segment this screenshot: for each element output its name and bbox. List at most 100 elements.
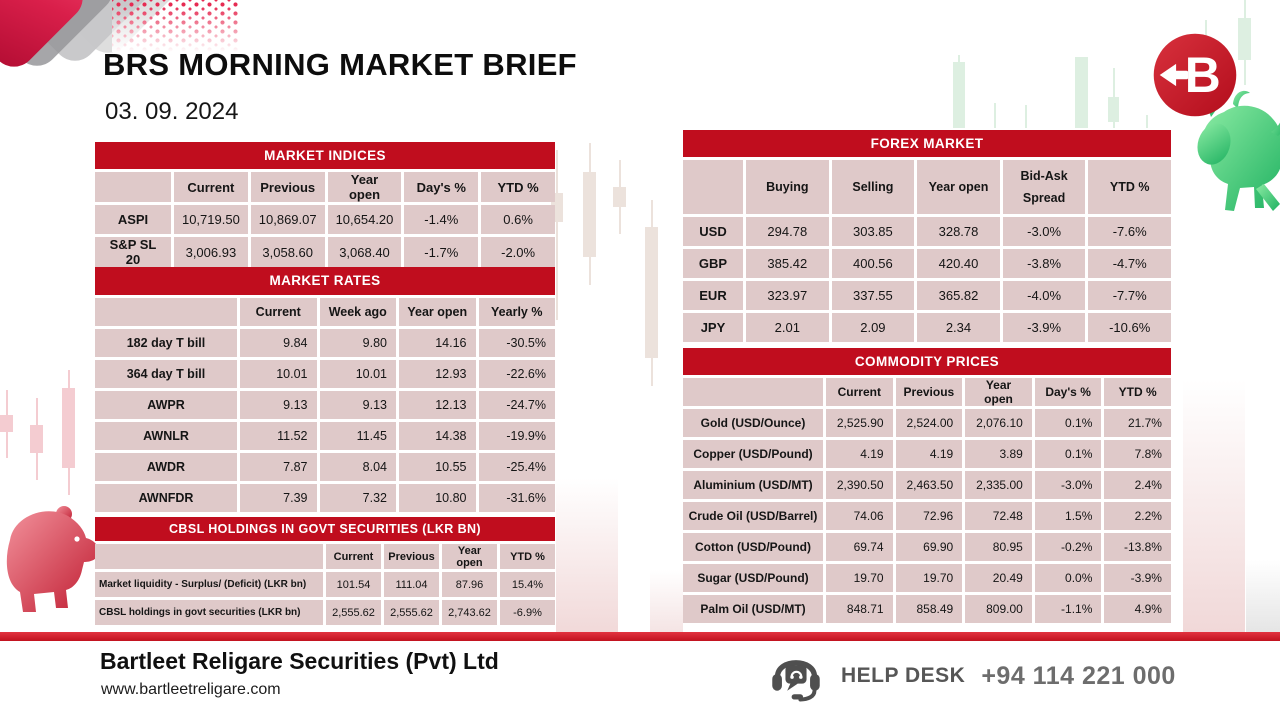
- page-title: BRS MORNING MARKET BRIEF: [103, 47, 577, 82]
- value-cell: -1.7%: [404, 237, 479, 267]
- row-label: Gold (USD/Ounce): [683, 409, 823, 437]
- value-cell: 80.95: [965, 533, 1032, 561]
- value-cell: 2,390.50: [826, 471, 893, 499]
- value-cell: 303.85: [831, 217, 915, 246]
- value-cell: 4.19: [895, 440, 963, 468]
- row-label: JPY: [683, 313, 743, 342]
- value-cell: 3,058.60: [250, 237, 325, 267]
- help-desk-phone: +94 114 221 000: [981, 661, 1176, 690]
- row-label: GBP: [683, 249, 743, 278]
- corner-cell: [95, 544, 323, 569]
- value-cell: 10,869.07: [250, 205, 325, 234]
- value-cell: 9.13: [240, 391, 317, 419]
- value-cell: -19.9%: [478, 422, 555, 450]
- value-cell: 10,719.50: [174, 205, 248, 234]
- value-cell: 2,743.62: [442, 600, 497, 625]
- cbsl-holdings-grid: Current Previous Year open YTD % Market liqu…: [95, 544, 555, 625]
- value-cell: 11.52: [240, 422, 317, 450]
- value-cell: 848.71: [826, 595, 893, 623]
- value-cell: 1.5%: [1034, 502, 1102, 530]
- row-label: USD: [683, 217, 743, 246]
- value-cell: 69.74: [826, 533, 893, 561]
- value-cell: 101.54: [326, 572, 381, 597]
- column-header: Year open: [965, 378, 1032, 406]
- commodity-prices-table: COMMODITY PRICES Current Previous Year ope…: [683, 348, 1171, 623]
- column-header: Year open: [399, 298, 476, 326]
- candlestick-decoration: [0, 390, 13, 458]
- website-url: www.bartleetreligare.com: [101, 681, 281, 698]
- page-date: 03. 09. 2024: [105, 98, 239, 125]
- table-title: MARKET INDICES: [95, 142, 555, 169]
- column-header: Current: [174, 172, 248, 202]
- company-name: Bartleet Religare Securities (Pvt) Ltd: [100, 648, 499, 674]
- value-cell: 4.19: [826, 440, 893, 468]
- value-cell: 15.4%: [500, 572, 555, 597]
- candlestick-decoration: [1146, 115, 1148, 128]
- value-cell: 337.55: [831, 281, 915, 310]
- dot-pattern-decoration: [112, 0, 240, 52]
- value-cell: 2.4%: [1104, 471, 1171, 499]
- market-rates-table: MARKET RATES Current Week ago Year open Yea…: [95, 267, 555, 512]
- value-cell: 11.45: [319, 422, 396, 450]
- column-header: YTD %: [1104, 378, 1171, 406]
- candlestick-decoration: [1025, 105, 1027, 128]
- value-cell: 0.6%: [481, 205, 555, 234]
- value-cell: 385.42: [746, 249, 829, 278]
- value-cell: 294.78: [746, 217, 829, 246]
- value-cell: 111.04: [384, 572, 439, 597]
- value-cell: 2,463.50: [895, 471, 963, 499]
- table-title: FOREX MARKET: [683, 130, 1171, 157]
- bull-icon: [1194, 84, 1280, 236]
- value-cell: 365.82: [917, 281, 1000, 310]
- candlestick-decoration: [62, 370, 75, 495]
- value-cell: 14.38: [399, 422, 476, 450]
- value-cell: 2,076.10: [965, 409, 1032, 437]
- bear-icon: [0, 496, 106, 644]
- value-cell: 10,654.20: [327, 205, 402, 234]
- candlestick-decoration: [1108, 68, 1119, 128]
- column-header: Week ago: [319, 298, 396, 326]
- value-cell: 858.49: [895, 595, 963, 623]
- column-header: Selling: [831, 160, 915, 214]
- row-label: AWPR: [95, 391, 237, 419]
- column-header: Bid-Ask Spread: [1002, 160, 1086, 214]
- candlestick-decoration: [1075, 57, 1088, 128]
- column-header: Day's %: [1034, 378, 1102, 406]
- value-cell: 9.80: [319, 329, 396, 357]
- forex-market-table: FOREX MARKET Buying Selling Year open Bid-A…: [683, 130, 1171, 342]
- row-label: Palm Oil (USD/MT): [683, 595, 823, 623]
- value-cell: 14.16: [399, 329, 476, 357]
- value-cell: -7.7%: [1088, 281, 1171, 310]
- column-header: Year open: [327, 172, 402, 202]
- value-cell: 2.2%: [1104, 502, 1171, 530]
- value-cell: 400.56: [831, 249, 915, 278]
- column-header: Day's %: [404, 172, 479, 202]
- gradient-band: [1246, 560, 1280, 632]
- candlestick-decoration: [994, 103, 996, 128]
- column-header: Buying: [746, 160, 829, 214]
- table-title: CBSL HOLDINGS IN GOVT SECURITIES (LKR BN…: [95, 517, 555, 541]
- row-label: Crude Oil (USD/Barrel): [683, 502, 823, 530]
- market-indices-grid: Current Previous Year open Day's % YTD % ASPI…: [95, 172, 555, 267]
- column-header: YTD %: [500, 544, 555, 569]
- value-cell: 8.04: [319, 453, 396, 481]
- value-cell: -3.9%: [1104, 564, 1171, 592]
- value-cell: 3,068.40: [327, 237, 402, 267]
- value-cell: -4.7%: [1088, 249, 1171, 278]
- value-cell: 10.01: [319, 360, 396, 388]
- corner-cell: [683, 378, 823, 406]
- row-label: 182 day T bill: [95, 329, 237, 357]
- column-header: Current: [240, 298, 317, 326]
- value-cell: -7.6%: [1088, 217, 1171, 246]
- row-label: 364 day T bill: [95, 360, 237, 388]
- value-cell: -24.7%: [478, 391, 555, 419]
- svg-text:B: B: [1185, 47, 1221, 103]
- value-cell: 21.7%: [1104, 409, 1171, 437]
- value-cell: 0.1%: [1034, 409, 1102, 437]
- value-cell: 4.9%: [1104, 595, 1171, 623]
- value-cell: 20.49: [965, 564, 1032, 592]
- market-rates-grid: Current Week ago Year open Yearly % 182 day …: [95, 298, 555, 512]
- value-cell: -25.4%: [478, 453, 555, 481]
- column-header: Previous: [384, 544, 439, 569]
- row-label: AWDR: [95, 453, 237, 481]
